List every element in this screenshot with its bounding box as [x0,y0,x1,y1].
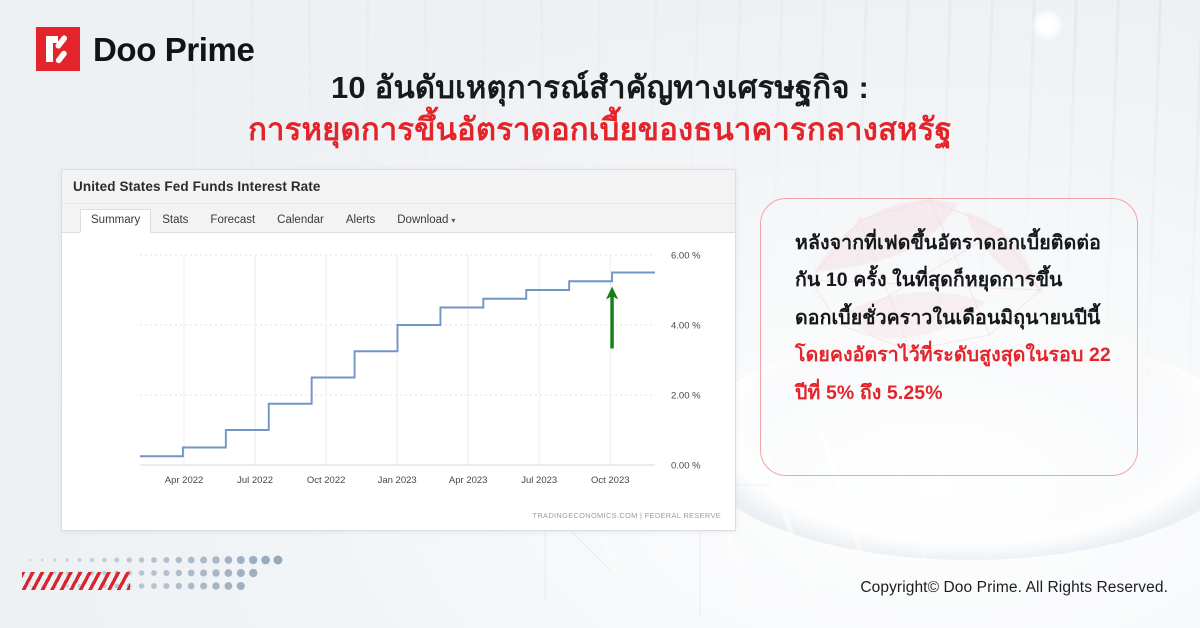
chevron-down-icon: ▾ [451,215,456,225]
brand-name: Doo Prime [93,30,255,68]
svg-text:2.00 %: 2.00 % [671,391,701,402]
svg-text:Jan 2023: Jan 2023 [378,475,417,486]
svg-text:Apr 2022: Apr 2022 [165,475,204,486]
chart-title: United States Fed Funds Interest Rate [73,179,321,194]
tab-alerts[interactable]: Alerts [335,209,386,234]
headline-line-2: การหยุดการขึ้นอัตราดอกเบี้ยของธนาคารกลาง… [248,111,952,147]
copyright-text: Copyright© Doo Prime. All Rights Reserve… [860,579,1168,596]
svg-text:4.00 %: 4.00 % [671,321,701,332]
tab-forecast-label: Forecast [210,213,256,226]
tab-alerts-label: Alerts [345,213,376,226]
svg-text:0.00 %: 0.00 % [671,461,701,472]
tab-forecast[interactable]: Forecast [199,209,266,234]
chart-plot-area: 0.00 % 2.00 % 4.00 % 6.00 % Apr 2022 Jul 2022… [62,233,735,529]
headline-line-1: 10 อันดับเหตุการณ์สำคัญทางเศรษฐกิจ : [330,70,870,105]
svg-text:Jul 2023: Jul 2023 [521,475,557,486]
tab-download-label: Download [397,213,449,226]
svg-text:Oct 2023: Oct 2023 [591,475,630,486]
callout-text: หลังจากที่เฟดขึ้นอัตราดอกเบี้ยติดต่อกัน … [795,225,1113,412]
headline: 10 อันดับเหตุการณ์สำคัญทางเศรษฐกิจ : การ… [0,68,1200,149]
chart-credit: TRADINGECONOMICS.COM | FEDERAL RESERVE [532,511,721,520]
tab-calendar[interactable]: Calendar [266,209,335,234]
tab-stats[interactable]: Stats [151,209,199,234]
decorative-red-stripes [22,572,130,590]
svg-text:Apr 2023: Apr 2023 [449,475,488,486]
tab-download[interactable]: Download ▾ [386,209,466,234]
svg-text:6.00 %: 6.00 % [671,251,701,262]
chart-tab-bar: Summary Stats Forecast Calendar Alerts D… [62,204,735,233]
svg-text:Jul 2022: Jul 2022 [237,475,273,486]
background-dot-glow [1032,10,1062,40]
chart-card-header: United States Fed Funds Interest Rate [62,170,735,204]
chart-card: United States Fed Funds Interest Rate Su… [62,170,735,530]
svg-text:Oct 2022: Oct 2022 [307,475,346,486]
callout-text-highlight: โดยคงอัตราไว้ที่ระดับสูงสุดในรอบ 22 ปีที… [795,344,1111,404]
callout-box: หลังจากที่เฟดขึ้นอัตราดอกเบี้ยติดต่อกัน … [760,198,1138,476]
tab-summary-label: Summary [91,213,141,226]
doo-prime-mark-icon [36,27,80,71]
tab-summary[interactable]: Summary [80,208,152,233]
tab-calendar-label: Calendar [277,213,324,226]
tab-stats-label: Stats [162,213,189,226]
brand-logo[interactable]: Doo Prime [36,27,255,71]
callout-text-plain: หลังจากที่เฟดขึ้นอัตราดอกเบี้ยติดต่อกัน … [795,232,1101,329]
decorative-dot-grid [28,555,283,591]
fed-funds-step-chart: 0.00 % 2.00 % 4.00 % 6.00 % Apr 2022 Jul 2022… [140,251,701,486]
